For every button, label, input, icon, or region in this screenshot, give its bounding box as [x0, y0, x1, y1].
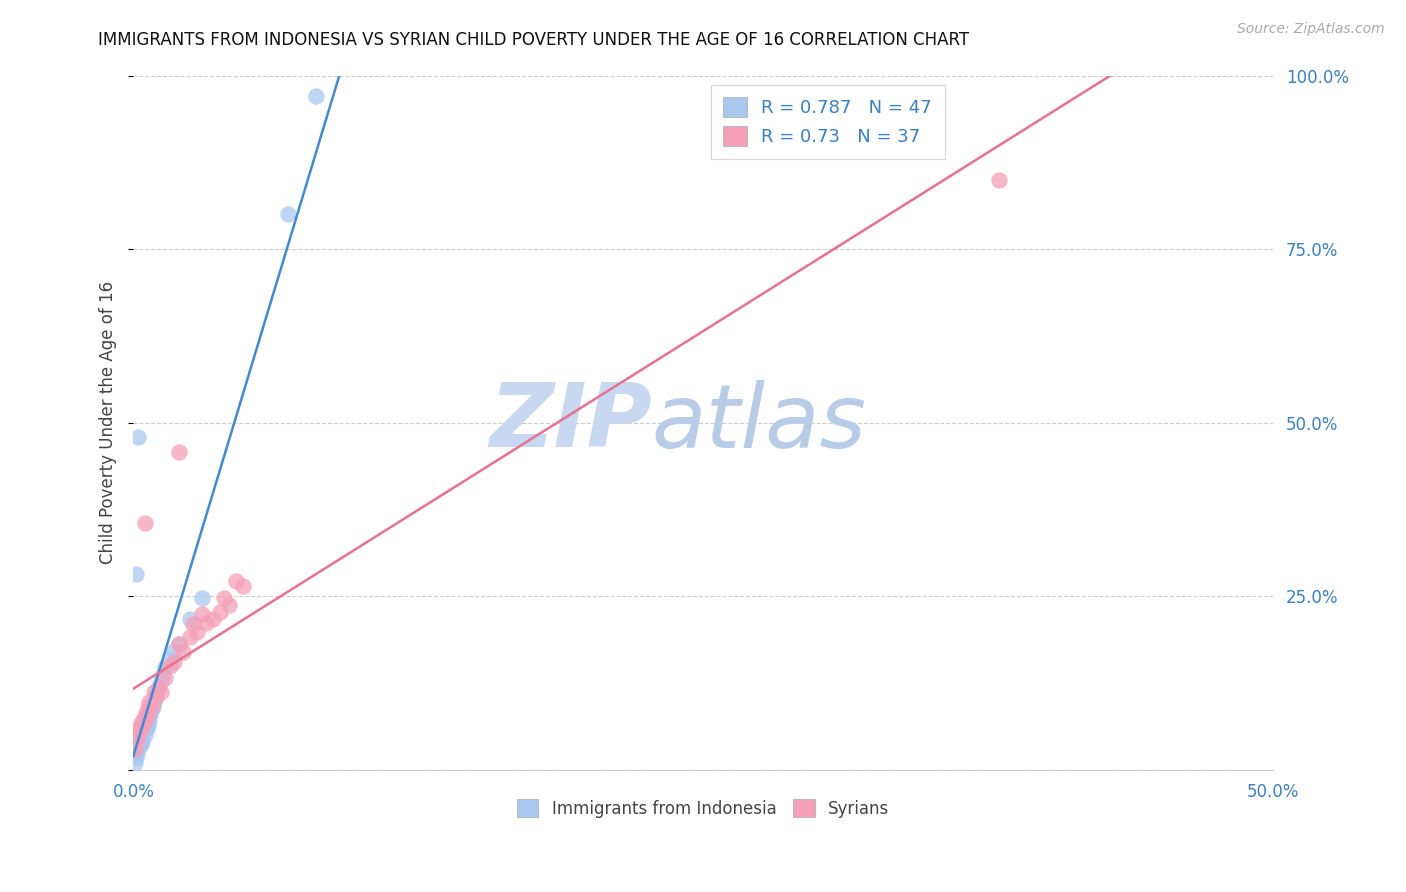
- Point: [277, 207, 299, 221]
- Point: [138, 708, 160, 723]
- Point: [138, 714, 160, 729]
- Point: [149, 674, 172, 689]
- Point: [134, 713, 156, 727]
- Point: [134, 713, 156, 727]
- Point: [225, 574, 247, 588]
- Point: [988, 172, 1011, 186]
- Point: [232, 579, 254, 593]
- Point: [143, 690, 166, 704]
- Point: [131, 720, 153, 734]
- Point: [129, 739, 152, 753]
- Point: [218, 598, 240, 612]
- Point: [127, 742, 149, 756]
- Point: [179, 611, 201, 625]
- Text: ZIP: ZIP: [489, 379, 652, 467]
- Point: [167, 637, 190, 651]
- Point: [148, 681, 170, 695]
- Y-axis label: Child Poverty Under the Age of 16: Child Poverty Under the Age of 16: [100, 281, 117, 565]
- Text: IMMIGRANTS FROM INDONESIA VS SYRIAN CHILD POVERTY UNDER THE AGE OF 16 CORRELATIO: IMMIGRANTS FROM INDONESIA VS SYRIAN CHIL…: [98, 31, 970, 49]
- Point: [190, 591, 212, 605]
- Point: [127, 735, 149, 749]
- Point: [131, 718, 153, 732]
- Point: [163, 656, 186, 670]
- Point: [131, 715, 153, 730]
- Point: [139, 707, 162, 722]
- Point: [135, 722, 157, 736]
- Point: [136, 718, 159, 732]
- Point: [181, 617, 204, 632]
- Point: [132, 720, 155, 734]
- Point: [129, 723, 152, 737]
- Point: [155, 660, 177, 674]
- Point: [159, 658, 181, 673]
- Text: atlas: atlas: [652, 380, 866, 466]
- Point: [149, 685, 172, 699]
- Point: [142, 685, 165, 699]
- Point: [124, 742, 146, 756]
- Point: [132, 711, 155, 725]
- Point: [136, 700, 159, 714]
- Point: [131, 735, 153, 749]
- Point: [134, 728, 156, 742]
- Point: [186, 625, 208, 640]
- Point: [129, 722, 152, 736]
- Point: [127, 739, 149, 753]
- Point: [202, 611, 225, 625]
- Point: [141, 702, 163, 716]
- Point: [131, 735, 153, 749]
- Point: [148, 681, 170, 695]
- Point: [134, 715, 156, 730]
- Point: [124, 567, 146, 582]
- Point: [152, 667, 174, 681]
- Point: [131, 723, 153, 737]
- Point: [132, 724, 155, 739]
- Point: [163, 643, 186, 657]
- Point: [145, 688, 167, 702]
- Point: [128, 728, 150, 742]
- Point: [167, 637, 190, 651]
- Point: [136, 722, 159, 736]
- Point: [155, 671, 177, 685]
- Point: [128, 722, 150, 736]
- Point: [127, 728, 149, 742]
- Point: [190, 607, 212, 621]
- Point: [135, 708, 157, 723]
- Point: [127, 430, 149, 444]
- Point: [195, 615, 218, 630]
- Point: [141, 699, 163, 714]
- Point: [125, 746, 148, 760]
- Text: Source: ZipAtlas.com: Source: ZipAtlas.com: [1237, 22, 1385, 37]
- Point: [167, 445, 190, 459]
- Point: [134, 516, 156, 531]
- Point: [142, 695, 165, 709]
- Point: [138, 695, 160, 709]
- Point: [125, 734, 148, 748]
- Point: [179, 630, 201, 644]
- Point: [125, 750, 148, 764]
- Point: [136, 708, 159, 723]
- Legend: Immigrants from Indonesia, Syrians: Immigrants from Indonesia, Syrians: [510, 792, 896, 824]
- Point: [128, 737, 150, 751]
- Point: [136, 713, 159, 727]
- Point: [142, 699, 165, 714]
- Point: [208, 605, 231, 619]
- Point: [159, 652, 181, 666]
- Point: [145, 690, 167, 704]
- Point: [129, 724, 152, 739]
- Point: [124, 756, 146, 770]
- Point: [135, 706, 157, 720]
- Point: [128, 731, 150, 746]
- Point: [172, 645, 194, 659]
- Point: [304, 89, 326, 103]
- Point: [214, 591, 236, 605]
